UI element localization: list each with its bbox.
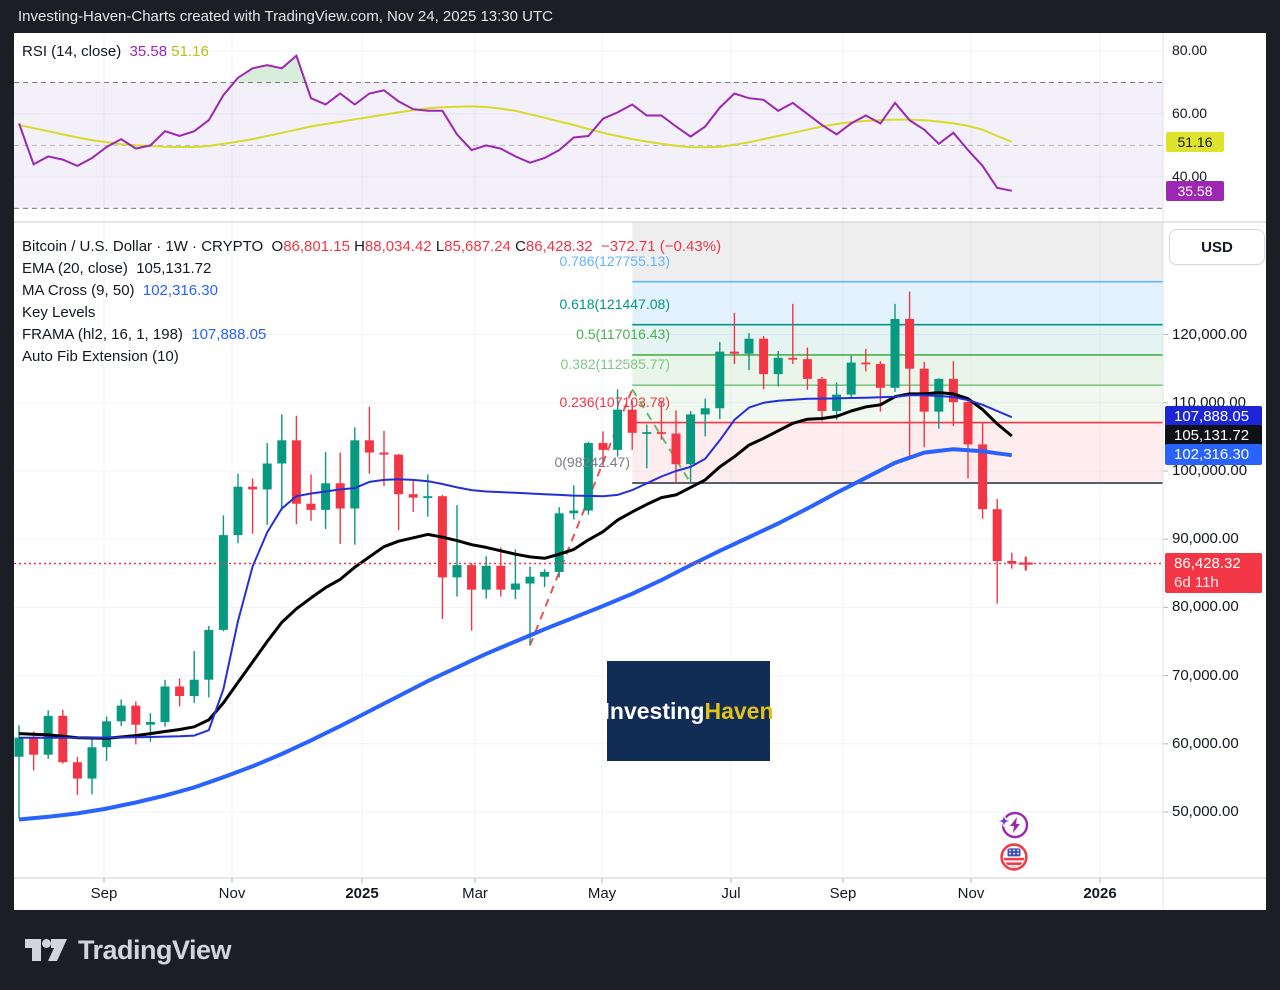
legend-segment: 51.16 <box>167 43 209 60</box>
legend-segment: 35.58 <box>121 43 168 60</box>
legend-segment: C <box>510 238 526 255</box>
legend-segment: H <box>349 238 365 255</box>
investinghaven-logo: Investing Haven <box>603 661 774 761</box>
title-bar: Investing-Haven-Charts created with Trad… <box>0 0 1280 33</box>
watermark-part2: Haven <box>704 697 774 724</box>
rsi-scale-label: 60.00 <box>1172 104 1208 121</box>
price-scale-label: 50,000.00 <box>1172 803 1239 820</box>
price-scale-label: 70,000.00 <box>1172 666 1239 684</box>
legend-segment: MA Cross (9, 50) <box>22 282 143 299</box>
legend-row-0[interactable]: Bitcoin / U.S. Dollar · 1W · CRYPTO O86,… <box>22 236 721 258</box>
badge-countdown: 6d 11h <box>1174 573 1219 591</box>
legend-segment: Key Levels <box>22 304 96 321</box>
legend-segment: EMA (20, close) <box>22 260 137 277</box>
legend-segment: L <box>431 238 445 255</box>
legend-segment: −372.71 (−0.43%) <box>592 238 722 255</box>
time-scale-label: Jul <box>721 885 741 902</box>
legend-segment: Auto Fib Extension (10) <box>22 348 179 365</box>
time-scale-label: 2025 <box>345 885 379 902</box>
fib-level-label: 0.786(127755.13) <box>559 252 670 269</box>
fib-level-label: 0.382(112585.77) <box>560 356 671 373</box>
time-scale-label: Nov <box>957 885 985 902</box>
time-scale-label: Mar <box>462 885 488 902</box>
legend-segment: O <box>263 238 284 255</box>
fib-level-label: 0.236(107103.78) <box>559 393 670 410</box>
price-badge: 105,131.72 <box>1165 425 1262 446</box>
price-scale-label: 60,000.00 <box>1172 734 1239 752</box>
lightning-sticker-icon <box>998 808 1032 842</box>
rsi-scale-label: 40.00 <box>1172 167 1208 184</box>
legend-segment: Bitcoin / U.S. Dollar · 1W · CRYPTO <box>22 238 264 255</box>
tradingview-brand-text: TradingView <box>78 934 232 965</box>
rsi-value-badge: 51.16 <box>1166 131 1224 152</box>
currency-label: USD <box>1201 238 1233 256</box>
time-scale-label: 2026 <box>1083 885 1117 902</box>
legend-row-2[interactable]: MA Cross (9, 50) 102,316.30 <box>22 280 721 302</box>
price-scale-label: 80,000.00 <box>1172 598 1239 616</box>
time-scale-label: Sep <box>90 885 118 902</box>
legend-segment: 88,034.42 <box>364 238 432 255</box>
us-flag-sticker-icon <box>999 842 1029 872</box>
legend-segment: 107,888.05 <box>191 326 267 343</box>
legend-row-0[interactable]: RSI (14, close) 35.58 51.16 <box>22 41 209 63</box>
legend-segment: FRAMA (hl2, 16, 1, 198) <box>22 326 192 343</box>
fib-level-label: 0.618(121447.08) <box>559 295 670 312</box>
currency-toggle-button[interactable]: USD <box>1169 229 1265 265</box>
price-badge: 86,428.32 6d 11h <box>1165 552 1262 593</box>
chart-title-text: Investing-Haven-Charts created with Trad… <box>18 8 553 25</box>
fib-level-label: 0.5(117016.43) <box>576 325 670 342</box>
watermark-part1: Investing <box>603 697 705 724</box>
fib-level-label: 0(98242.47) <box>554 453 630 470</box>
legend-row-1[interactable]: EMA (20, close) 105,131.72 <box>22 258 721 280</box>
tradingview-logo-icon <box>25 939 67 961</box>
symbol-legend[interactable]: Bitcoin / U.S. Dollar · 1W · CRYPTO O86,… <box>22 236 721 368</box>
chart-canvas[interactable] <box>14 33 1266 910</box>
legend-row-5[interactable]: Auto Fib Extension (10) <box>22 346 721 368</box>
legend-segment: 86,801.15 <box>283 238 350 255</box>
price-scale-label: 90,000.00 <box>1172 530 1239 548</box>
legend-segment: RSI (14, close) <box>22 43 122 60</box>
time-scale-label: May <box>587 885 617 902</box>
rsi-legend[interactable]: RSI (14, close) 35.58 51.16 <box>22 41 209 63</box>
legend-segment: 105,131.72 <box>136 260 212 277</box>
legend-segment: 85,687.24 <box>444 238 511 255</box>
time-scale-label: Nov <box>218 885 246 902</box>
rsi-scale-label: 80.00 <box>1172 42 1208 58</box>
rsi-value-badge: 35.58 <box>1166 180 1224 201</box>
price-badge: 107,888.05 <box>1165 406 1262 428</box>
price-scale-label: 100,000.00 <box>1172 462 1248 479</box>
legend-row-4[interactable]: FRAMA (hl2, 16, 1, 198) 107,888.05 <box>22 324 721 346</box>
legend-row-3[interactable]: Key Levels <box>22 302 721 324</box>
footer-bar: TradingView <box>0 910 1280 990</box>
price-badge: 102,316.30 <box>1165 444 1262 466</box>
time-scale-label: Sep <box>829 885 857 902</box>
legend-segment: 86,428.32 <box>525 238 593 255</box>
price-scale-label: 120,000.00 <box>1172 325 1248 343</box>
legend-segment: 102,316.30 <box>142 282 218 299</box>
